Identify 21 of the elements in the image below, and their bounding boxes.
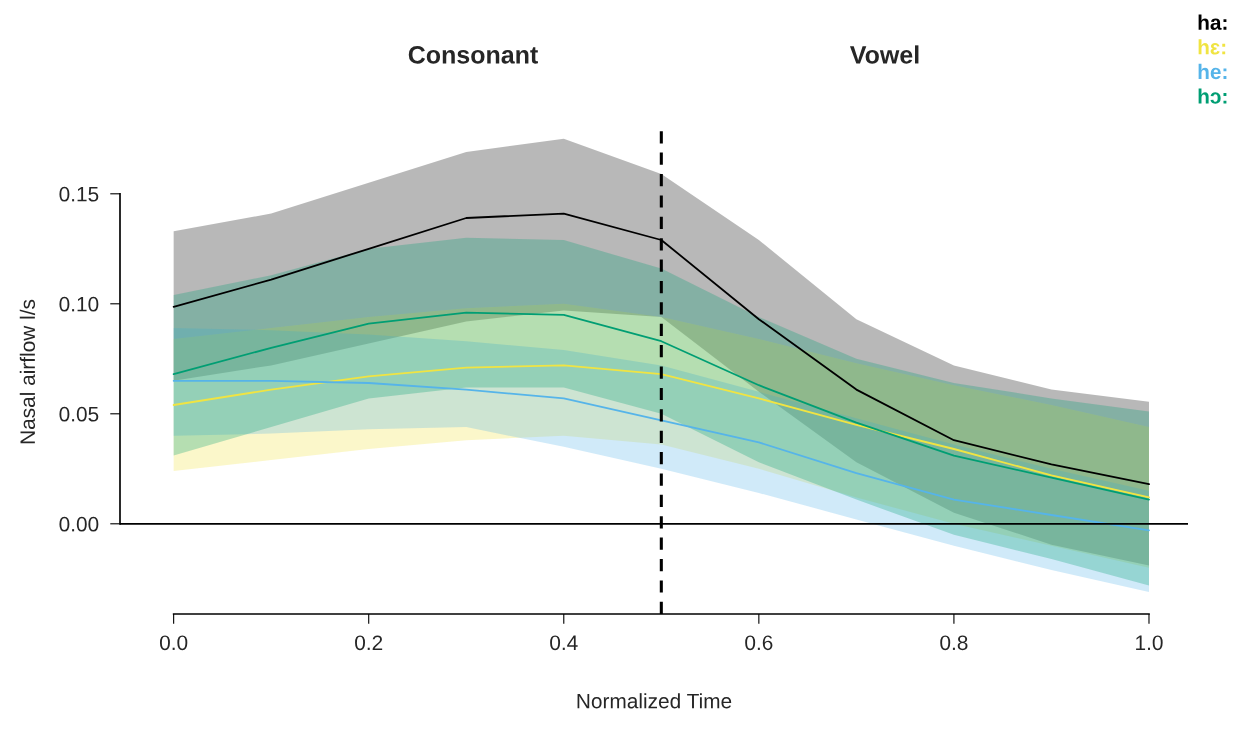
text: he:: [1198, 63, 1227, 80]
y-tick-label: 0.15: [59, 186, 99, 202]
line-series: [172, 364, 1150, 499]
x-tick-label: 0.0: [159, 635, 188, 651]
x-tick-label: 0.2: [355, 635, 383, 651]
text: Consonant: [408, 46, 538, 64]
text: Vowel: [849, 45, 919, 64]
y-axis-title: Nasal airflow l/s: [19, 299, 36, 444]
x-tick-label: 0.8: [940, 635, 968, 651]
text: ha:: [1198, 14, 1227, 30]
x-tick-label: 0.4: [550, 635, 578, 651]
y-tick-label: 0.00: [59, 516, 99, 532]
x-axis-title: Normalized Time: [577, 693, 732, 709]
x-tick-label: 0.6: [745, 635, 773, 651]
text: hɔ:: [1198, 88, 1227, 104]
x-tick-label: 1.0: [1136, 635, 1163, 651]
y-tick-label: 0.10: [59, 296, 99, 312]
line-series: [172, 379, 1150, 532]
text: hɛ:: [1198, 39, 1226, 55]
y-tick-label: 0.05: [59, 406, 99, 422]
line-series: [172, 311, 1150, 501]
